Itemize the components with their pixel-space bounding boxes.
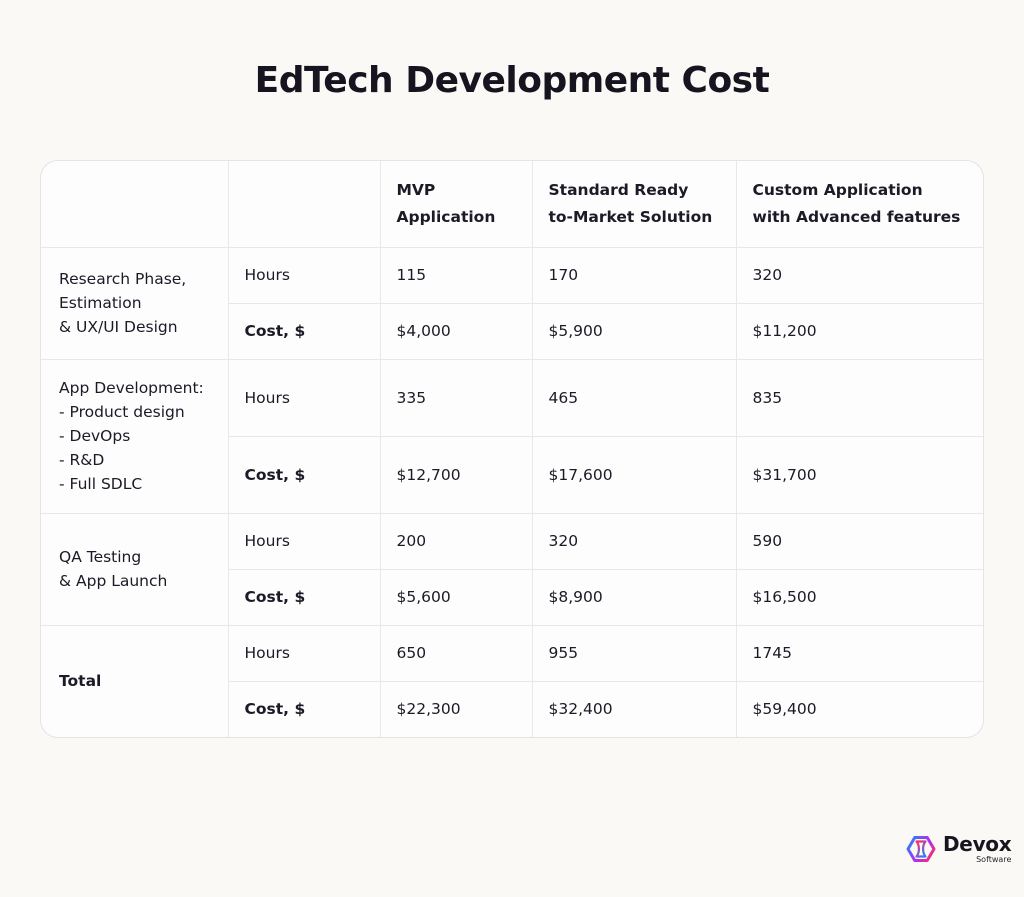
value-cell: 320 bbox=[532, 513, 737, 570]
value-cell: 170 bbox=[532, 247, 737, 304]
logo-subtitle: Software bbox=[976, 854, 1012, 864]
logo-text: Devox Software bbox=[943, 831, 1012, 865]
value-cell: 835 bbox=[736, 359, 983, 437]
value-cell: 1745 bbox=[736, 625, 983, 682]
section-label-qa-testing: QA Testing & App Launch bbox=[41, 513, 229, 626]
value-cell: $5,900 bbox=[532, 303, 737, 360]
page-title: EdTech Development Cost bbox=[254, 60, 770, 101]
table-row: App Development: - Product design - DevO… bbox=[41, 359, 983, 514]
column-header-custom: Custom Application with Advanced feature… bbox=[736, 161, 983, 248]
table-row: Cost, $ $4,000 $5,900 $11,200 bbox=[41, 303, 983, 360]
value-cell: $12,700 bbox=[380, 436, 533, 514]
value-cell: $11,200 bbox=[736, 303, 983, 360]
metric-label-cost: Cost, $ bbox=[228, 436, 381, 514]
logo-brand-name: Devox bbox=[943, 831, 1012, 856]
value-cell: $8,900 bbox=[532, 569, 737, 626]
value-cell: $17,600 bbox=[532, 436, 737, 514]
metric-label-cost: Cost, $ bbox=[228, 569, 381, 626]
metric-label-hours: Hours bbox=[228, 247, 381, 304]
value-cell: 650 bbox=[380, 625, 533, 682]
metric-label-cost: Cost, $ bbox=[228, 681, 381, 737]
value-cell: $16,500 bbox=[736, 569, 983, 626]
value-cell: $32,400 bbox=[532, 681, 737, 737]
value-cell: 465 bbox=[532, 359, 737, 437]
table-row: Research Phase, Estimation & UX/UI Desig… bbox=[41, 247, 983, 360]
value-cell: $4,000 bbox=[380, 303, 533, 360]
metric-label-cost: Cost, $ bbox=[228, 303, 381, 360]
devox-logo: Devox Software bbox=[905, 831, 1012, 865]
value-cell: 115 bbox=[380, 247, 533, 304]
value-cell: 320 bbox=[736, 247, 983, 304]
section-label-app-development: App Development: - Product design - DevO… bbox=[41, 359, 229, 514]
table-row: Cost, $ $12,700 $17,600 $31,700 bbox=[41, 436, 983, 514]
value-cell: $5,600 bbox=[380, 569, 533, 626]
column-header-standard: Standard Ready to-Market Solution bbox=[532, 161, 737, 248]
value-cell: 200 bbox=[380, 513, 533, 570]
section-label-total: Total bbox=[41, 625, 229, 737]
metric-label-hours: Hours bbox=[228, 359, 381, 437]
value-cell: 335 bbox=[380, 359, 533, 437]
column-header-mvp: MVP Application bbox=[380, 161, 533, 248]
value-cell: $59,400 bbox=[752, 700, 817, 719]
section-label-research: Research Phase, Estimation & UX/UI Desig… bbox=[41, 247, 229, 360]
cost-table: MVP Application Standard Ready to-Market… bbox=[41, 161, 983, 737]
table-row: Total Hours 650 955 1745 bbox=[41, 625, 983, 737]
metric-label-hours: Hours bbox=[228, 625, 381, 682]
value-cell: 955 bbox=[532, 625, 737, 682]
cost-table-container: MVP Application Standard Ready to-Market… bbox=[40, 160, 984, 738]
table-row: QA Testing & App Launch Hours 200 320 59… bbox=[41, 513, 983, 626]
devox-hexagon-icon bbox=[906, 836, 936, 862]
metric-label-hours: Hours bbox=[228, 513, 381, 570]
value-cell: $22,300 bbox=[380, 681, 533, 737]
header-empty-cell bbox=[41, 161, 229, 248]
table-row: Cost, $ $22,300 $32,400 $59,400 bbox=[41, 681, 983, 737]
value-cell: 590 bbox=[736, 513, 983, 570]
table-header-row: MVP Application Standard Ready to-Market… bbox=[41, 161, 983, 248]
value-cell: $31,700 bbox=[736, 436, 983, 514]
header-empty-cell bbox=[228, 161, 381, 248]
table-row: Cost, $ $5,600 $8,900 $16,500 bbox=[41, 569, 983, 626]
